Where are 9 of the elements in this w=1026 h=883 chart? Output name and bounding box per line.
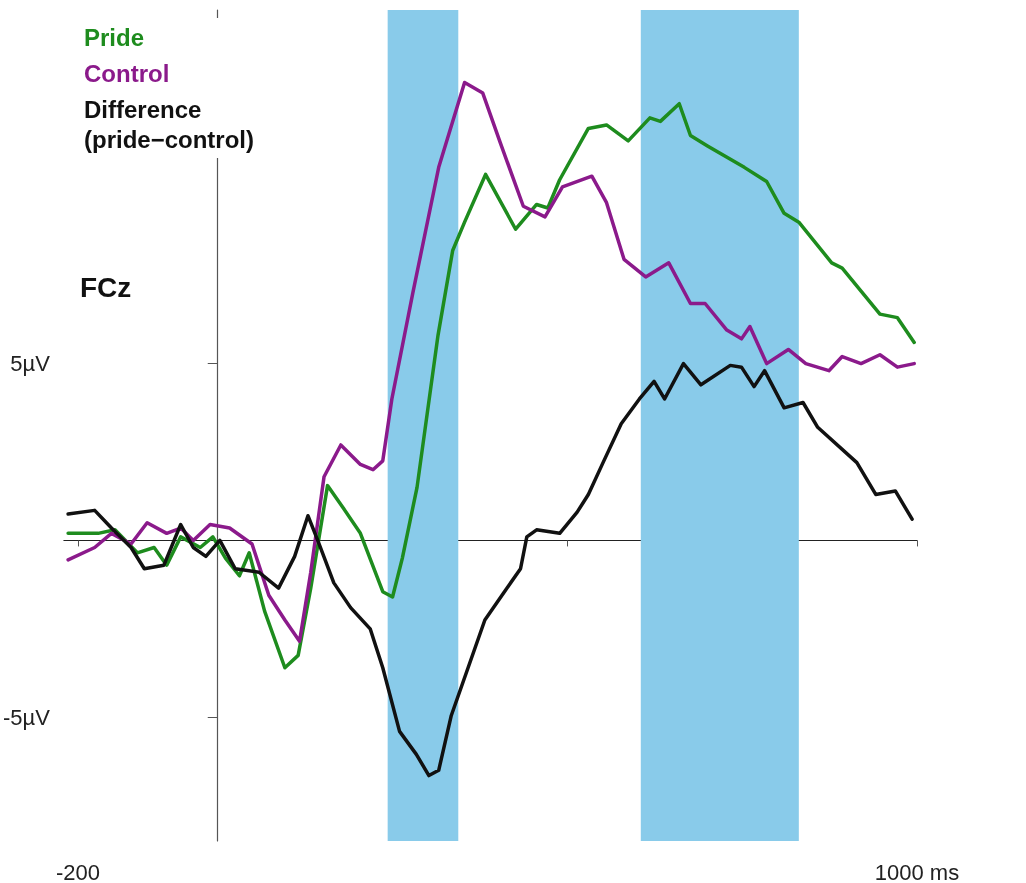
y-tick-label: 5µV — [10, 351, 51, 377]
text: Pride — [84, 23, 145, 51]
text: Difference (pride−control) — [84, 95, 255, 153]
x-tick-label: 1000 ms — [874, 859, 960, 883]
x-tick-label: -200 — [55, 859, 100, 883]
text: FCz — [80, 271, 132, 303]
text: Control — [84, 59, 170, 87]
line-series — [66, 361, 914, 778]
y-tick-label: -5µV — [2, 704, 51, 730]
